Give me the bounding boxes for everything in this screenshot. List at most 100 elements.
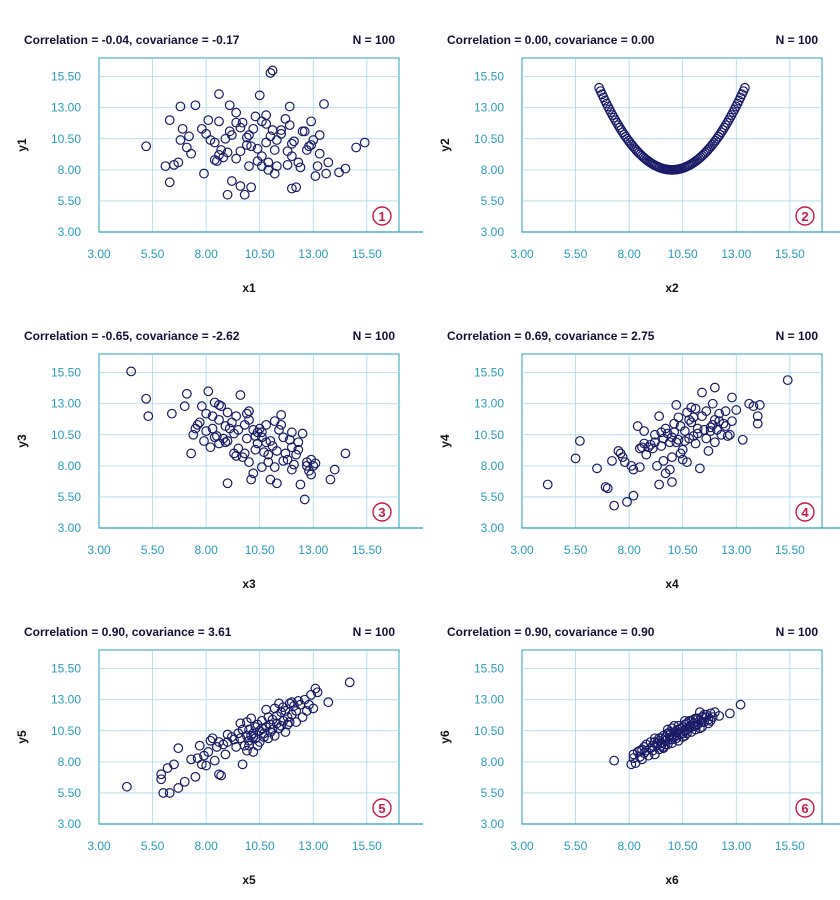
data-point bbox=[639, 438, 650, 449]
panel-number-badge bbox=[372, 502, 392, 522]
data-point bbox=[660, 739, 671, 750]
data-point bbox=[269, 462, 280, 473]
data-point bbox=[344, 677, 355, 688]
data-point bbox=[256, 462, 267, 473]
panel-number-badge bbox=[795, 206, 815, 226]
x-tick-label: 3.00 bbox=[510, 247, 534, 261]
data-point bbox=[175, 101, 186, 112]
y-tick-label: 15.50 bbox=[474, 70, 504, 84]
x-tick-label: 13.00 bbox=[298, 839, 328, 853]
data-point bbox=[143, 411, 154, 422]
data-point bbox=[664, 464, 675, 475]
data-point bbox=[664, 437, 675, 448]
panel-title: Correlation = 0.69, covariance = 2.75 bbox=[447, 329, 655, 343]
data-point bbox=[714, 710, 725, 721]
data-point bbox=[613, 120, 624, 131]
y-tick-label: 10.50 bbox=[51, 724, 81, 738]
data-point bbox=[203, 386, 214, 397]
data-point bbox=[724, 429, 735, 440]
data-point bbox=[340, 163, 351, 174]
data-point bbox=[628, 490, 639, 501]
data-point bbox=[724, 708, 735, 719]
data-point bbox=[267, 714, 278, 725]
data-point bbox=[141, 141, 152, 152]
x-tick-label: 10.50 bbox=[245, 839, 275, 853]
panel-number: 4 bbox=[801, 505, 809, 520]
data-point bbox=[748, 401, 759, 412]
data-point bbox=[654, 479, 665, 490]
data-point bbox=[222, 407, 233, 418]
sample-size-label: N = 100 bbox=[776, 329, 819, 343]
x-tick-label: 10.50 bbox=[668, 543, 698, 557]
data-point bbox=[209, 155, 220, 165]
data-point bbox=[707, 398, 718, 409]
scatter-panel-4: 3.00 5.50 8.00 10.50 13.00 15.50 3.00 5.50 8.00 1… bbox=[438, 329, 840, 591]
x-tick-label: 5.50 bbox=[564, 839, 588, 853]
data-point bbox=[203, 115, 214, 126]
data-point bbox=[719, 122, 730, 133]
data-point bbox=[282, 159, 293, 170]
data-point bbox=[359, 137, 370, 148]
data-point bbox=[754, 400, 765, 410]
data-point bbox=[686, 722, 697, 732]
data-point bbox=[286, 427, 297, 438]
data-point bbox=[169, 759, 179, 770]
y-axis-label: y3 bbox=[15, 434, 29, 448]
data-point bbox=[692, 423, 703, 434]
data-point bbox=[186, 148, 197, 159]
data-point bbox=[723, 115, 734, 126]
data-point bbox=[592, 463, 602, 474]
data-point bbox=[284, 434, 295, 445]
data-point bbox=[652, 460, 662, 471]
data-point bbox=[252, 143, 263, 154]
data-point bbox=[263, 157, 274, 168]
data-point bbox=[239, 448, 250, 459]
data-point bbox=[164, 788, 175, 798]
data-point bbox=[141, 393, 152, 404]
data-point bbox=[709, 382, 720, 393]
data-point bbox=[244, 740, 254, 751]
data-point bbox=[617, 452, 628, 463]
data-point bbox=[312, 687, 323, 698]
data-point bbox=[660, 423, 671, 434]
data-point bbox=[284, 101, 295, 112]
x-tick-label: 15.50 bbox=[775, 247, 805, 261]
data-point bbox=[720, 120, 731, 131]
y-tick-label: 3.00 bbox=[481, 225, 505, 239]
scatter-panel-5: 3.00 5.50 8.00 10.50 13.00 15.50 3.00 5.50 8.00 1… bbox=[15, 625, 423, 887]
data-point bbox=[173, 743, 184, 754]
data-point bbox=[244, 161, 254, 172]
data-point bbox=[175, 135, 186, 145]
x-tick-label: 5.50 bbox=[141, 247, 165, 261]
data-point bbox=[319, 99, 329, 109]
y-tick-label: 5.50 bbox=[481, 786, 505, 800]
data-point bbox=[231, 153, 242, 164]
x-tick-label: 5.50 bbox=[564, 247, 588, 261]
data-point bbox=[707, 419, 718, 430]
data-point bbox=[697, 387, 707, 398]
data-point bbox=[278, 432, 289, 443]
data-point bbox=[211, 742, 222, 752]
y-tick-label: 8.00 bbox=[58, 755, 82, 769]
data-point bbox=[667, 432, 677, 443]
data-point bbox=[246, 730, 257, 741]
data-point bbox=[235, 733, 246, 744]
data-point bbox=[286, 464, 297, 475]
data-point bbox=[649, 733, 660, 744]
data-point bbox=[241, 140, 252, 150]
x-tick-label: 15.50 bbox=[352, 247, 382, 261]
data-point bbox=[639, 426, 650, 436]
data-point bbox=[248, 728, 259, 739]
data-point bbox=[677, 728, 688, 739]
x-tick-label: 13.00 bbox=[721, 543, 751, 557]
data-point bbox=[231, 411, 242, 422]
data-point bbox=[211, 431, 222, 441]
data-point bbox=[284, 120, 295, 131]
data-point bbox=[731, 405, 742, 415]
data-point bbox=[214, 400, 224, 410]
data-point bbox=[173, 783, 184, 793]
data-point bbox=[261, 110, 272, 121]
data-point bbox=[254, 90, 265, 101]
panel-number-badge bbox=[795, 502, 815, 522]
data-point bbox=[291, 706, 302, 716]
